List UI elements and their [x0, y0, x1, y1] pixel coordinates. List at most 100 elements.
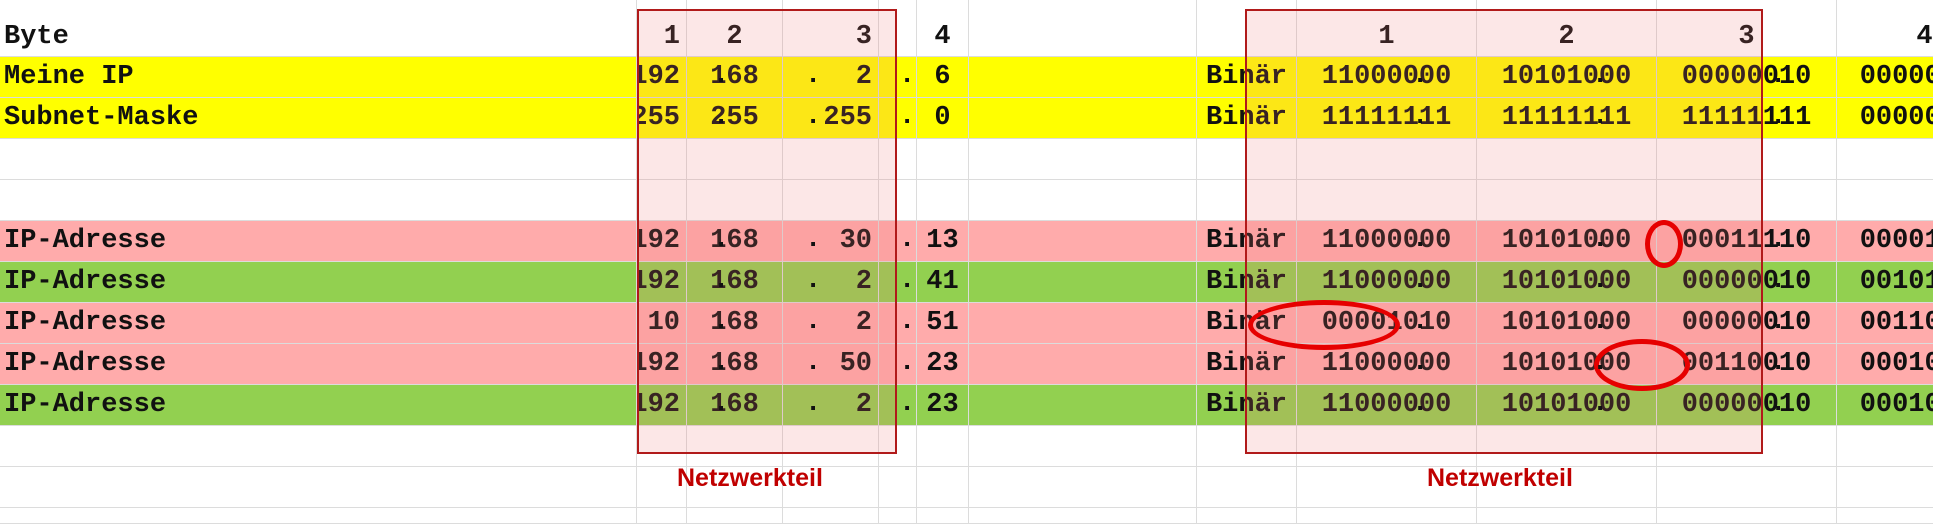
binary-octet: 00011110: [1657, 221, 1837, 262]
grid-cell: [1477, 180, 1657, 221]
row-label: IP-Adresse: [0, 344, 637, 385]
binary-label: Binär: [1197, 57, 1297, 98]
decimal-octet: 192: [637, 385, 687, 426]
decimal-octet: 168: [687, 221, 783, 262]
grid-cell: [1657, 467, 1837, 508]
grid-cell: [0, 508, 637, 524]
grid-cell: [637, 508, 687, 524]
grid-cell: [917, 139, 969, 180]
binary-octet: 00000010: [1657, 57, 1837, 98]
header-byte-number: 2: [687, 0, 783, 57]
decimal-octet: 0: [917, 98, 969, 139]
binary-octet: 00010111: [1837, 344, 1933, 385]
binary-octet: 10101000: [1477, 344, 1657, 385]
header-byte-number: 1: [1297, 0, 1477, 57]
grid-cell: [637, 180, 687, 221]
grid-cell: [687, 467, 783, 508]
binary-octet: 00001010: [1297, 303, 1477, 344]
grid-cell: [969, 426, 1197, 467]
row-label: IP-Adresse: [0, 221, 637, 262]
grid-cell: [1837, 467, 1933, 508]
row-label: IP-Adresse: [0, 385, 637, 426]
binary-octet: 00000010: [1657, 303, 1837, 344]
grid-cell: [637, 426, 687, 467]
header-byte-number: 2: [1477, 0, 1657, 57]
grid-cell: [687, 180, 783, 221]
header-byte-number: 4: [1837, 0, 1933, 57]
binary-label: Binär: [1197, 221, 1297, 262]
grid-cell: [1297, 508, 1477, 524]
binary-octet: 00010111: [1837, 385, 1933, 426]
decimal-octet: 23: [917, 385, 969, 426]
grid-cell: [1657, 426, 1837, 467]
binary-octet: 11111111: [1657, 98, 1837, 139]
grid-cell: [637, 467, 687, 508]
grid-cell: [1477, 467, 1657, 508]
decimal-octet: 168: [687, 262, 783, 303]
header-byte-label: Byte: [0, 0, 637, 57]
grid-cell: [969, 385, 1197, 426]
binary-octet: 00101001: [1837, 262, 1933, 303]
grid-cell: [969, 344, 1197, 385]
grid-cell: [969, 0, 1197, 57]
decimal-octet: 192: [637, 262, 687, 303]
grid-cell: [687, 426, 783, 467]
grid-cell: [879, 344, 917, 385]
decimal-octet: 50: [783, 344, 879, 385]
decimal-octet: 51: [917, 303, 969, 344]
grid-cell: [783, 180, 879, 221]
grid-cell: [969, 467, 1197, 508]
decimal-octet: 6: [917, 57, 969, 98]
binary-label: Binär: [1197, 385, 1297, 426]
decimal-octet: 168: [687, 385, 783, 426]
grid-cell: [969, 139, 1197, 180]
grid-cell: [1477, 139, 1657, 180]
binary-label: Binär: [1197, 344, 1297, 385]
grid-cell: [783, 139, 879, 180]
grid-cell: [783, 426, 879, 467]
grid-cell: [1197, 0, 1297, 57]
binary-octet: 10101000: [1477, 221, 1657, 262]
grid-cell: [1657, 139, 1837, 180]
grid-cell: [1837, 426, 1933, 467]
binary-octet: 00110011: [1837, 303, 1933, 344]
grid-cell: [879, 221, 917, 262]
grid-cell: [879, 139, 917, 180]
grid-cell: [1197, 180, 1297, 221]
grid-cell: [1477, 426, 1657, 467]
grid-cell: [969, 508, 1197, 524]
grid-cell: [637, 139, 687, 180]
decimal-octet: 13: [917, 221, 969, 262]
decimal-octet: 2: [783, 303, 879, 344]
binary-octet: 11000000: [1297, 221, 1477, 262]
binary-octet: 10101000: [1477, 385, 1657, 426]
decimal-octet: 23: [917, 344, 969, 385]
grid-cell: [1197, 508, 1297, 524]
row-label: Subnet-Maske: [0, 98, 637, 139]
header-byte-number: 3: [783, 0, 879, 57]
grid-cell: [1297, 467, 1477, 508]
grid-cell: [0, 467, 637, 508]
grid-cell: [1837, 508, 1933, 524]
grid-cell: [879, 262, 917, 303]
grid-cell: [0, 426, 637, 467]
decimal-octet: 168: [687, 344, 783, 385]
grid-cell: [879, 467, 917, 508]
grid-cell: [879, 385, 917, 426]
decimal-octet: 168: [687, 303, 783, 344]
decimal-octet: 192: [637, 57, 687, 98]
binary-octet: 00000010: [1657, 262, 1837, 303]
decimal-octet: 255: [783, 98, 879, 139]
grid-cell: [783, 467, 879, 508]
decimal-octet: 255: [637, 98, 687, 139]
decimal-octet: 2: [783, 262, 879, 303]
grid-cell: [1657, 180, 1837, 221]
binary-octet: 00001101: [1837, 221, 1933, 262]
decimal-octet: 255: [687, 98, 783, 139]
grid-cell: [969, 303, 1197, 344]
binary-octet: 11111111: [1297, 98, 1477, 139]
binary-octet: 11000000: [1297, 262, 1477, 303]
grid-cell: [1297, 180, 1477, 221]
